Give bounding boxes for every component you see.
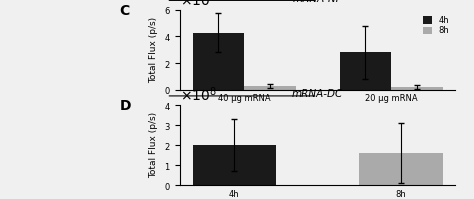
Bar: [391, 87, 443, 90]
Y-axis label: Total Flux (p/s): Total Flux (p/s): [149, 17, 158, 83]
Bar: [340, 52, 391, 90]
Bar: [192, 145, 276, 185]
Y-axis label: Total Flux (p/s): Total Flux (p/s): [149, 112, 158, 178]
Title: mRNA-NP: mRNA-NP: [292, 0, 343, 4]
Bar: [192, 32, 244, 90]
Bar: [244, 86, 295, 90]
Legend: 4h, 8h: 4h, 8h: [422, 14, 451, 37]
Bar: [359, 153, 443, 185]
Title: mRNA-DC: mRNA-DC: [292, 89, 343, 99]
Text: C: C: [119, 4, 130, 18]
Text: D: D: [119, 99, 131, 113]
